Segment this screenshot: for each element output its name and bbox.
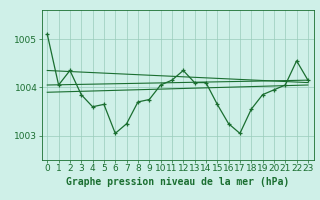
X-axis label: Graphe pression niveau de la mer (hPa): Graphe pression niveau de la mer (hPa) [66,177,289,187]
